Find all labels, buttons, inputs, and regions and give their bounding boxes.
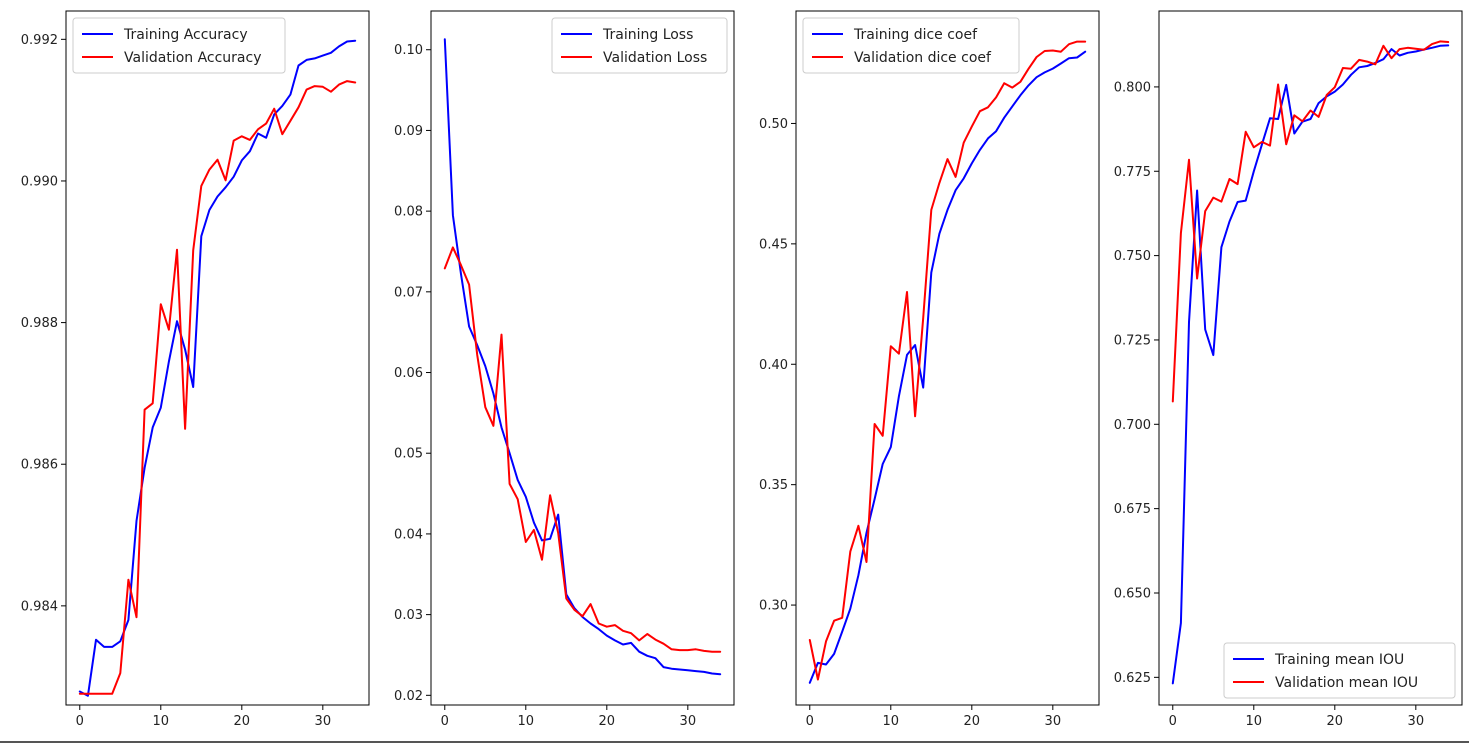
dice-coef-y-tick-label: 0.50 xyxy=(759,117,788,132)
mean-iou-legend: Training mean IOU Validation mean IOU xyxy=(1223,642,1456,699)
mean-iou-y-tick-label: 0.725 xyxy=(1114,333,1151,348)
loss-y-tick-label: 0.04 xyxy=(394,527,423,542)
loss-y-tick-label: 0.02 xyxy=(394,689,423,704)
mean-iou-x-tick-label: 30 xyxy=(1408,714,1425,729)
dice-coef-axes-frame xyxy=(795,10,1100,706)
accuracy-axes-frame xyxy=(65,10,370,706)
loss-x-tick-label: 20 xyxy=(599,714,616,729)
loss-validation-line xyxy=(443,246,722,653)
accuracy-legend: Training Accuracy Validation Accuracy xyxy=(72,17,286,74)
accuracy-y-tick-label: 0.984 xyxy=(21,599,58,614)
mean-iou-y-tick-label: 0.675 xyxy=(1114,502,1151,517)
mean-iou-y-tick-label: 0.775 xyxy=(1114,165,1151,180)
dice-coef-training-line xyxy=(808,50,1087,684)
accuracy-x-tick-label: 0 xyxy=(76,714,84,729)
dice-coef-x-tick-label: 30 xyxy=(1045,714,1062,729)
loss-y-tick-label: 0.09 xyxy=(394,124,423,139)
loss-legend-label: Validation Loss xyxy=(603,50,707,66)
mean-iou-x-tick-label: 20 xyxy=(1327,714,1344,729)
accuracy-legend-label: Training Accuracy xyxy=(123,27,248,43)
dice-coef-legend-box xyxy=(802,17,1020,74)
dice-coef-y-tick-label: 0.30 xyxy=(759,599,788,614)
dice-coef-legend: Training dice coef Validation dice coef xyxy=(802,17,1020,74)
accuracy-x-tick-label: 10 xyxy=(153,714,170,729)
mean-iou-axes-frame xyxy=(1158,10,1463,706)
dice-coef-y-tick-label: 0.45 xyxy=(759,237,788,252)
mean-iou-training-line xyxy=(1171,44,1450,685)
loss-legend: Training Loss Validation Loss xyxy=(551,17,728,74)
accuracy-y-tick-label: 0.990 xyxy=(21,174,58,189)
loss-x-tick-label: 30 xyxy=(680,714,697,729)
loss-legend-label: Training Loss xyxy=(602,27,693,43)
accuracy-x-tick-label: 20 xyxy=(234,714,251,729)
loss-legend-box xyxy=(551,17,728,74)
accuracy-x-tick-label: 30 xyxy=(315,714,332,729)
bottom-divider xyxy=(0,741,1469,743)
dice-coef-x-tick-label: 10 xyxy=(883,714,900,729)
accuracy-validation-line xyxy=(78,80,357,695)
accuracy-y-tick-label: 0.986 xyxy=(21,458,58,473)
loss-x-tick-label: 0 xyxy=(441,714,449,729)
loss-y-tick-label: 0.08 xyxy=(394,205,423,220)
dice-coef-y-tick-label: 0.35 xyxy=(759,478,788,493)
mean-iou-x-tick-label: 0 xyxy=(1169,714,1177,729)
mean-iou-y-tick-label: 0.625 xyxy=(1114,671,1151,686)
mean-iou-y-tick-label: 0.650 xyxy=(1114,586,1151,601)
mean-iou-legend-box xyxy=(1223,642,1456,699)
mean-iou-y-tick-label: 0.700 xyxy=(1114,418,1151,433)
dice-coef-y-tick-label: 0.40 xyxy=(759,358,788,373)
mean-iou-validation-line xyxy=(1171,40,1450,403)
dice-coef-x-tick-label: 0 xyxy=(806,714,814,729)
loss-y-tick-label: 0.03 xyxy=(394,608,423,623)
loss-y-tick-label: 0.05 xyxy=(394,447,423,462)
loss-x-tick-label: 10 xyxy=(518,714,535,729)
accuracy-chart: 0 10 20 30 0.984 0.986 0.988 0.990 0.992 Training… xyxy=(21,10,370,729)
loss-y-tick-label: 0.07 xyxy=(394,285,423,300)
accuracy-legend-box xyxy=(72,17,286,74)
accuracy-y-tick-label: 0.992 xyxy=(21,33,58,48)
dice-coef-legend-label: Validation dice coef xyxy=(854,50,992,66)
loss-y-tick-label: 0.06 xyxy=(394,366,423,381)
mean-iou-legend-label: Validation mean IOU xyxy=(1275,675,1418,691)
accuracy-legend-label: Validation Accuracy xyxy=(124,50,262,66)
accuracy-training-line xyxy=(78,39,357,697)
loss-training-line xyxy=(443,38,722,676)
dice-coef-legend-label: Training dice coef xyxy=(853,27,978,43)
loss-y-tick-label: 0.10 xyxy=(394,43,423,58)
loss-chart: 0 10 20 30 0.02 0.03 0.04 0.05 0.06 0.07 0.08 0.09 0… xyxy=(394,10,735,729)
mean-iou-chart: 0 10 20 30 0.625 0.650 0.675 0.700 0.725 0.750 0.7… xyxy=(1114,10,1463,729)
dice-coef-x-tick-label: 20 xyxy=(964,714,981,729)
accuracy-y-tick-label: 0.988 xyxy=(21,316,58,331)
dice-coef-chart: 0 10 20 30 0.30 0.35 0.40 0.45 0.50 Training dice… xyxy=(759,10,1100,729)
mean-iou-x-tick-label: 10 xyxy=(1246,714,1263,729)
mean-iou-y-tick-label: 0.800 xyxy=(1114,80,1151,95)
mean-iou-legend-label: Training mean IOU xyxy=(1274,652,1404,668)
dice-coef-validation-line xyxy=(808,40,1087,681)
loss-axes-frame xyxy=(430,10,735,706)
mean-iou-y-tick-label: 0.750 xyxy=(1114,249,1151,264)
